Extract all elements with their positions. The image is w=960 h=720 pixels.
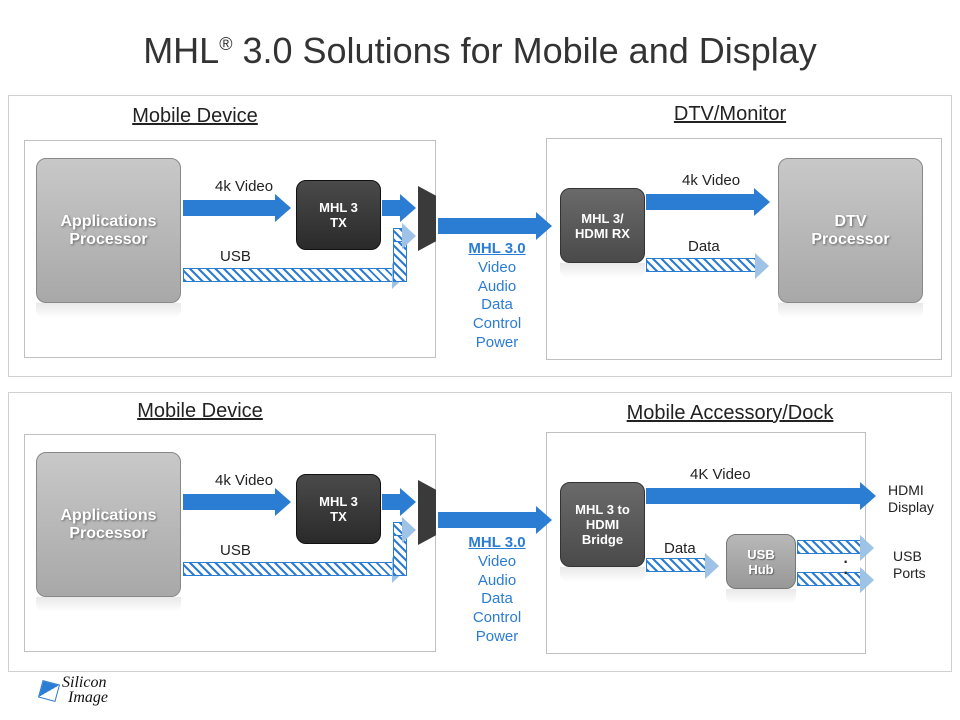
port-2 <box>418 480 436 545</box>
ext-usb: USBPorts <box>893 548 926 582</box>
app-processor-1: ApplicationsProcessor <box>36 158 181 303</box>
logo-icon <box>38 680 60 702</box>
mhl-label-1: MHL 3.0 Video Audio Data Control Power <box>462 240 532 353</box>
label-usb-1: USB <box>220 248 251 265</box>
label-4kvideo-1: 4k Video <box>215 178 273 195</box>
page-title: MHL® 3.0 Solutions for Mobile and Displa… <box>0 30 960 72</box>
usb-hub: USBHub <box>726 534 796 589</box>
ext-hdmi: HDMIDisplay <box>888 482 934 516</box>
arrow-rx-video <box>646 194 754 210</box>
app-processor-2: ApplicationsProcessor <box>36 452 181 597</box>
port-1 <box>418 186 436 251</box>
mhl-label-2: MHL 3.0 Video Audio Data Control Power <box>462 534 532 647</box>
arrow-tx-port-2 <box>382 494 400 510</box>
arrow-hub-2 <box>797 572 861 586</box>
mhl-arrow-2 <box>438 512 536 528</box>
arrow-hub-1 <box>797 540 861 554</box>
arrow-bridge-video <box>646 488 860 504</box>
mhl3-tx-2: MHL 3TX <box>296 474 381 544</box>
arrow-video-2 <box>183 494 275 510</box>
mhl-arrow-1 <box>438 218 536 234</box>
label-mobile-1: Mobile Device <box>105 105 285 128</box>
label-mobile-2: Mobile Device <box>110 400 290 423</box>
usb-h1-2 <box>183 562 393 576</box>
usb-h2-1 <box>393 228 403 242</box>
arrow-tx-port-1 <box>382 200 400 216</box>
arrow-bridge-data1 <box>646 558 706 572</box>
mhl3-bridge: MHL 3 toHDMIBridge <box>560 482 645 567</box>
label-4kvideo-2: 4k Video <box>215 472 273 489</box>
label-dtv: DTV/Monitor <box>640 103 820 126</box>
silicon-image-logo: SiliconImage <box>40 676 108 705</box>
label-usb-2: USB <box>220 542 251 559</box>
dots-icon: ·· <box>842 555 849 577</box>
label-rx-video: 4k Video <box>682 172 740 189</box>
arrow-video-1 <box>183 200 275 216</box>
label-bridge-video: 4K Video <box>690 466 751 483</box>
usb-h1-1 <box>183 268 393 282</box>
dtv-processor: DTVProcessor <box>778 158 923 303</box>
label-bridge-data: Data <box>664 540 696 557</box>
usb-h2-2 <box>393 522 403 536</box>
label-dock: Mobile Accessory/Dock <box>600 402 860 425</box>
mhl3-rx: MHL 3/HDMI RX <box>560 188 645 263</box>
arrow-rx-data <box>646 258 756 272</box>
mhl3-tx-1: MHL 3TX <box>296 180 381 250</box>
label-rx-data: Data <box>688 238 720 255</box>
